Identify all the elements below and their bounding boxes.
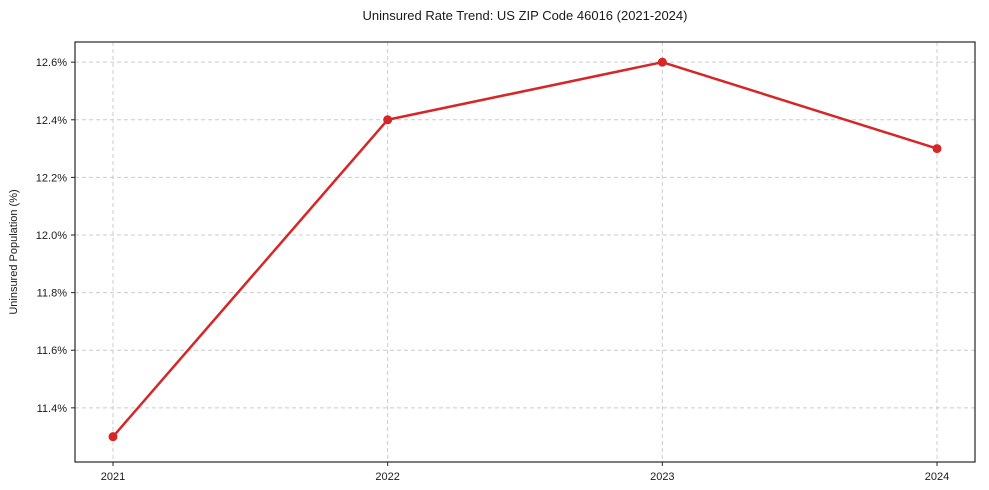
trend-line	[111, 60, 939, 438]
x-tick-label: 2024	[925, 471, 949, 483]
y-tick-label: 11.4%	[37, 403, 68, 415]
plot-border	[74, 41, 976, 463]
x-tick-label: 2022	[375, 471, 399, 483]
data-point-2024	[932, 144, 942, 154]
y-tick-label: 11.6%	[37, 345, 68, 357]
data-point-2023	[657, 57, 667, 67]
y-axis-label: Uninsured Population (%)	[8, 189, 20, 315]
chart-title: Uninsured Rate Trend: US ZIP Code 46016 …	[362, 8, 688, 23]
data-point-2022	[383, 115, 393, 125]
x-tick-label: 2023	[650, 471, 674, 483]
y-tick-label: 11.8%	[37, 288, 68, 300]
y-tick-label: 12.2%	[36, 172, 67, 184]
y-tick-label: 12.6%	[36, 57, 67, 69]
data-point-2021	[108, 432, 118, 442]
y-tick-label: 12.0%	[36, 230, 67, 242]
x-tick-label: 2021	[101, 471, 125, 483]
y-tick-label: 12.4%	[36, 115, 67, 127]
